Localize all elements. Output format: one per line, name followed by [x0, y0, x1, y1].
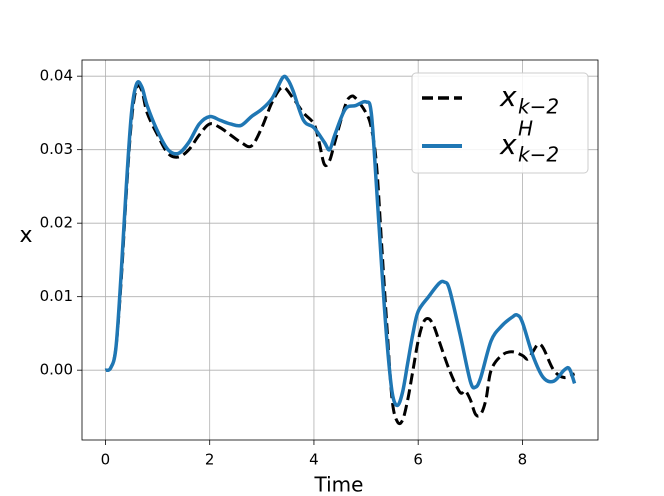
- data-line: [104, 74, 577, 408]
- x-tick-label: 2: [205, 451, 215, 469]
- y-tick-label: 0.04: [40, 67, 73, 85]
- y-tick-label: 0.00: [40, 361, 73, 379]
- legend-label: x: [499, 80, 517, 113]
- y-tick-label: 0.03: [40, 140, 73, 158]
- x-tick-label: 4: [309, 451, 319, 469]
- x-tick-label: 6: [413, 451, 423, 469]
- y-tick-label: 0.01: [40, 287, 73, 305]
- x-axis-label: Time: [314, 473, 364, 496]
- x-tick-label: 0: [101, 451, 111, 469]
- data-line: [104, 83, 576, 426]
- plot-frame: [81, 59, 599, 441]
- y-tick-label: 0.02: [40, 214, 73, 232]
- x-tick-label: 8: [518, 451, 528, 469]
- legend-label-sub: k−2: [518, 95, 559, 119]
- legend-label: x: [499, 128, 517, 161]
- legend-label-sup: H: [518, 117, 533, 141]
- y-axis-label: x: [19, 223, 32, 248]
- legend-label-sub: k−2: [518, 143, 559, 167]
